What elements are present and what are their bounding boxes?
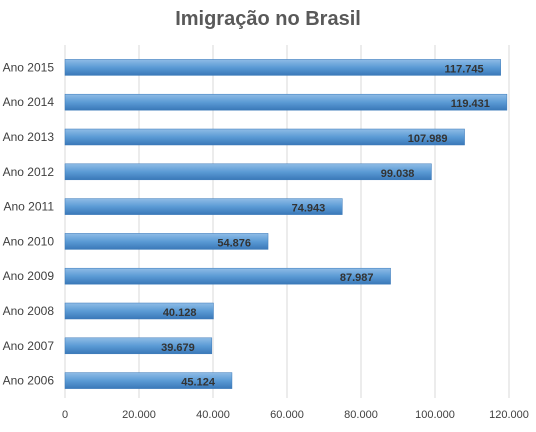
data-label: 54.876 bbox=[217, 237, 251, 249]
data-label: 45.124 bbox=[181, 377, 216, 389]
x-tick-label: 100.000 bbox=[415, 409, 455, 421]
data-label: 117.745 bbox=[445, 63, 484, 75]
data-label: 87.987 bbox=[340, 272, 374, 284]
category-label: Ano 2009 bbox=[3, 269, 55, 283]
category-label: Ano 2007 bbox=[3, 339, 55, 353]
data-label: 119.431 bbox=[451, 98, 490, 110]
bar bbox=[64, 128, 465, 146]
category-label: Ano 2013 bbox=[3, 130, 55, 144]
data-label: 107.989 bbox=[408, 133, 448, 145]
bar bbox=[64, 59, 501, 76]
data-label: 40.128 bbox=[163, 307, 197, 319]
category-label: Ano 2011 bbox=[4, 200, 55, 214]
data-label: 39.679 bbox=[161, 342, 195, 354]
data-label: 99.038 bbox=[381, 168, 415, 180]
x-tick-label: 20.000 bbox=[122, 409, 156, 421]
bar bbox=[64, 302, 214, 320]
bar bbox=[64, 163, 432, 181]
bar bbox=[64, 267, 391, 285]
x-tick-label: 0 bbox=[62, 409, 68, 421]
category-label: Ano 2006 bbox=[3, 374, 55, 388]
x-tick-label: 80.000 bbox=[344, 409, 378, 421]
bar bbox=[64, 198, 343, 215]
x-tick-label: 60.000 bbox=[270, 409, 304, 421]
data-label: 74.943 bbox=[292, 203, 326, 215]
bar bbox=[64, 337, 213, 355]
category-label: Ano 2015 bbox=[3, 60, 55, 74]
category-label: Ano 2014 bbox=[3, 95, 55, 109]
x-tick-label: 40.000 bbox=[196, 409, 230, 421]
category-label: Ano 2010 bbox=[3, 234, 55, 248]
category-label: Ano 2008 bbox=[3, 304, 55, 318]
bar bbox=[64, 372, 233, 389]
category-label: Ano 2012 bbox=[3, 165, 55, 179]
chart-title: Imigração no Brasil bbox=[175, 8, 361, 30]
bar bbox=[64, 233, 269, 250]
x-tick-label: 120.000 bbox=[489, 409, 529, 421]
bar bbox=[64, 93, 508, 111]
